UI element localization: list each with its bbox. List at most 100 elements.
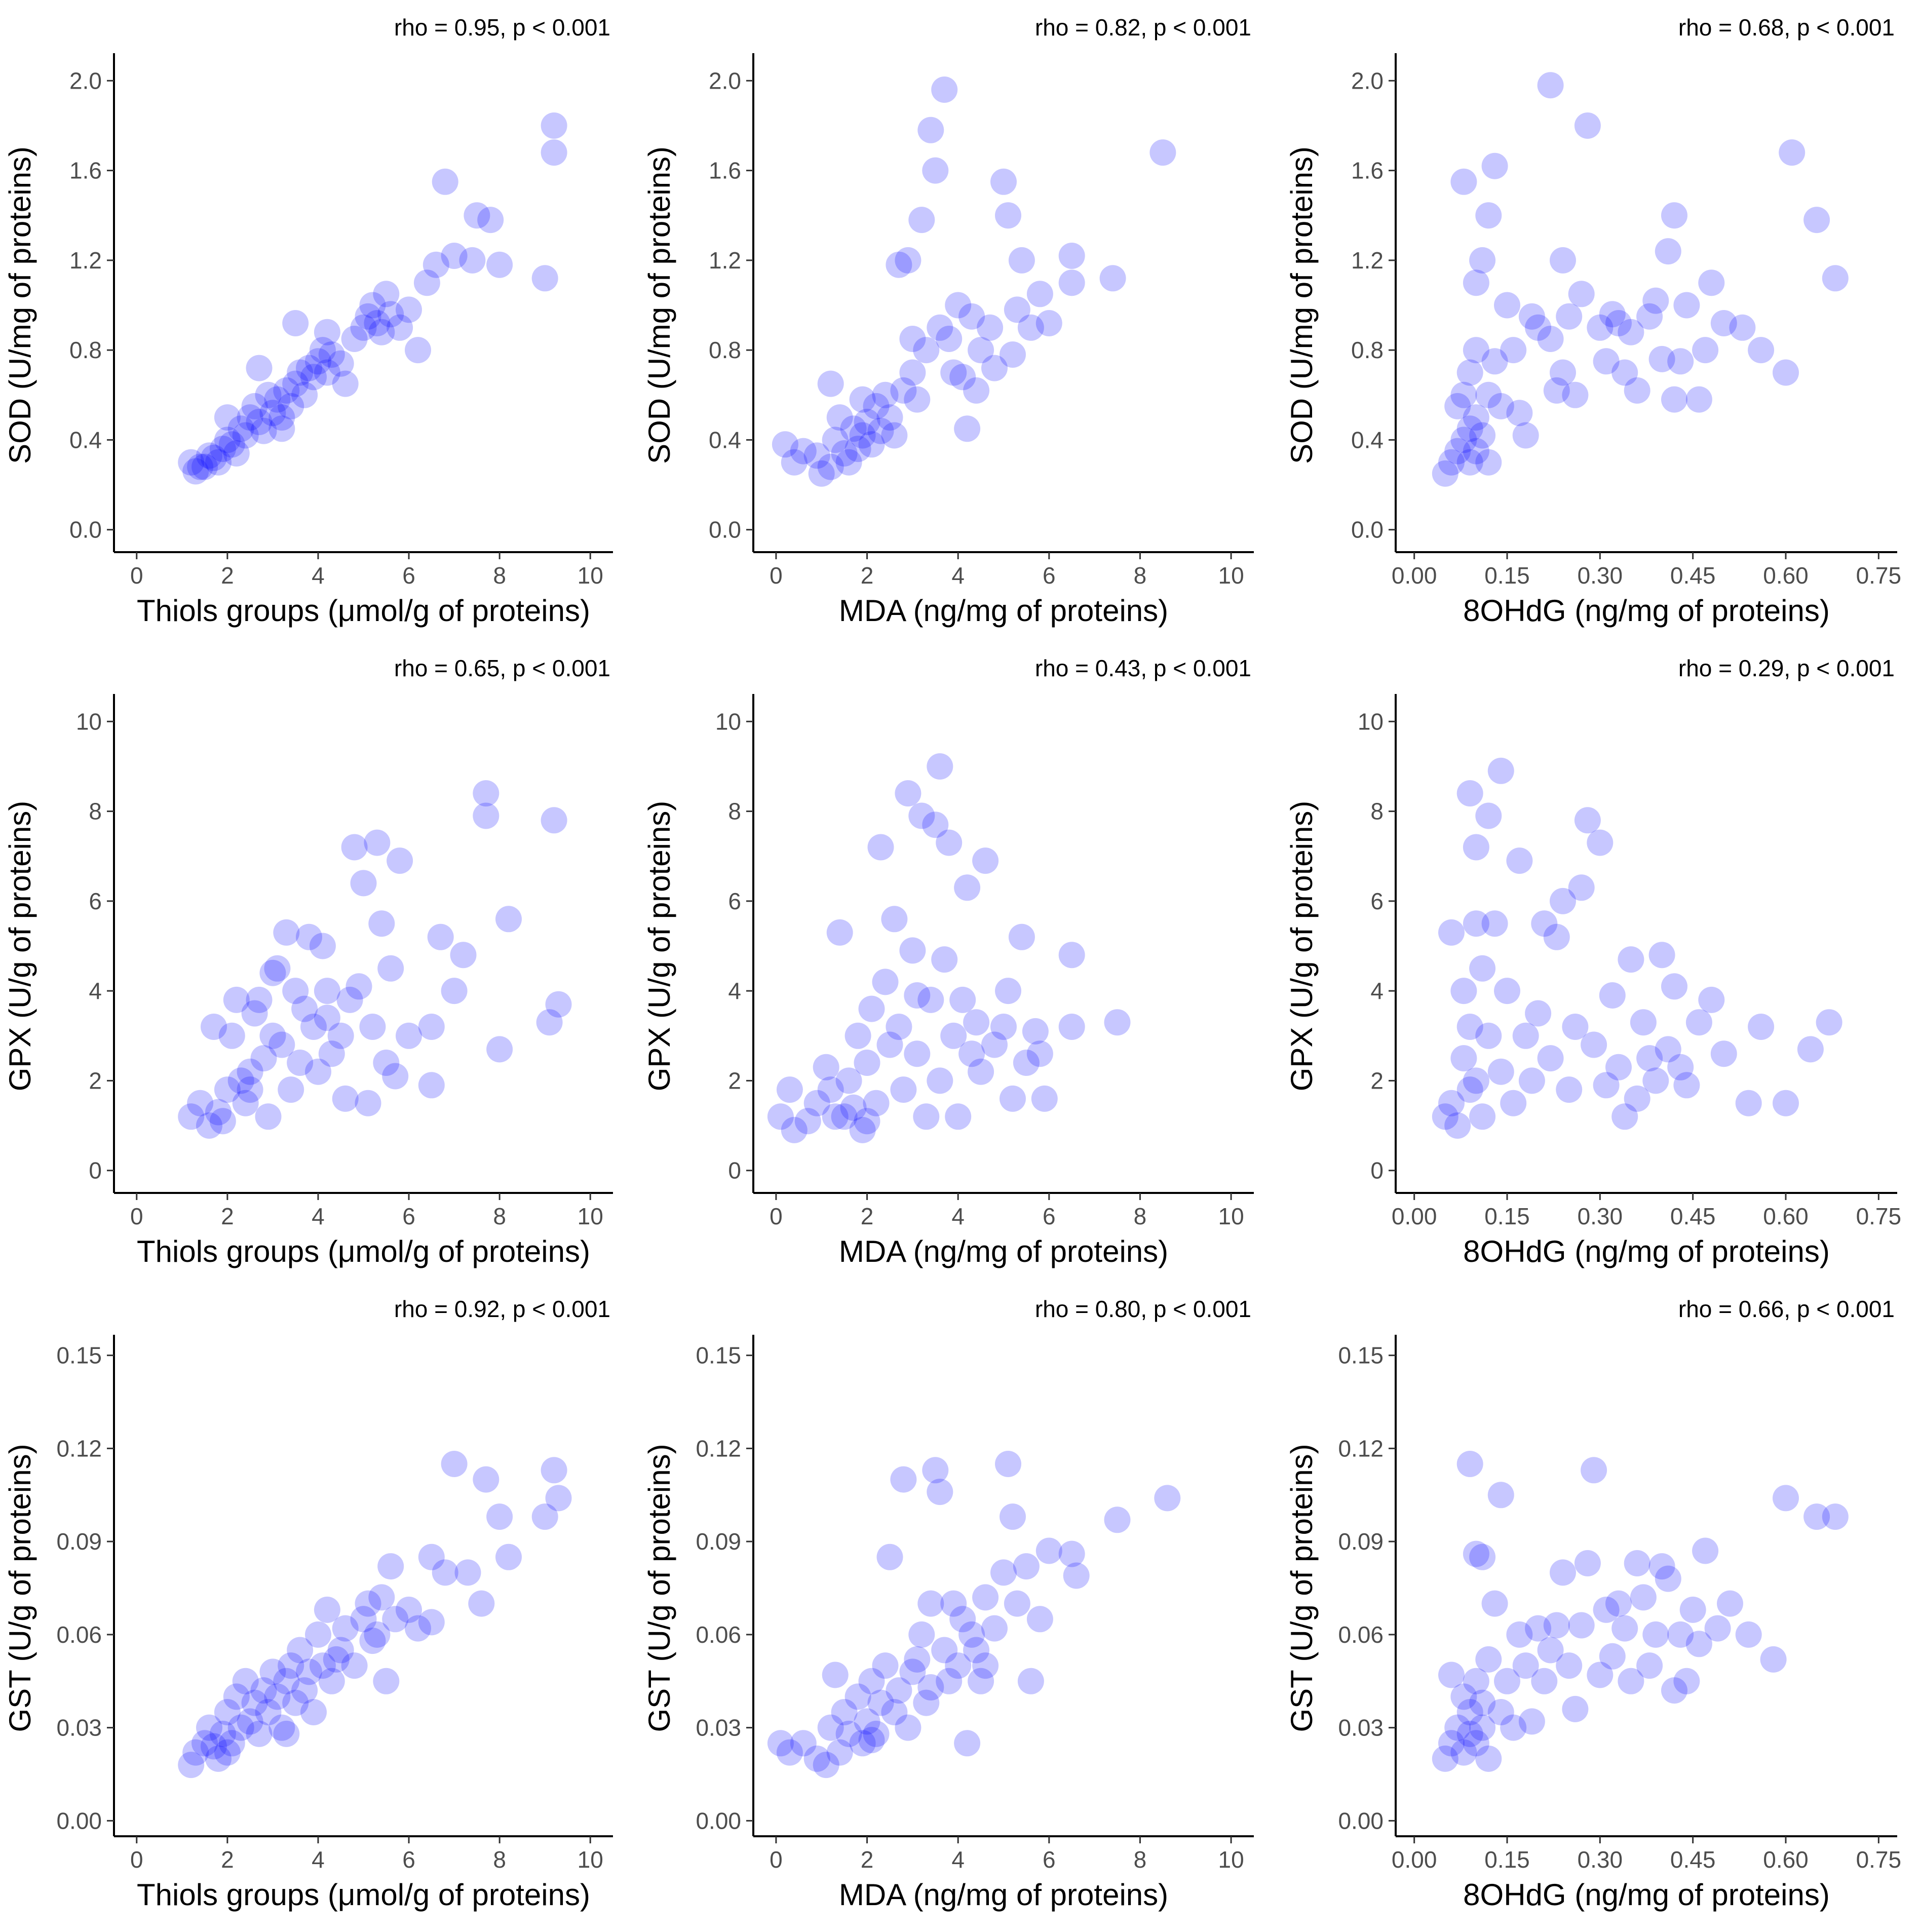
data-point (291, 995, 318, 1022)
data-point (1685, 1009, 1712, 1036)
data-point (468, 1590, 495, 1617)
data-point (886, 251, 912, 278)
data-point (790, 438, 817, 465)
panel-gst-8ohdg: 0.00 0.15 0.30 0.45 0.60 0.75 0.00 0.03 0.06 0.09… (1285, 1296, 1901, 1912)
x-tick-label: 0.75 (1856, 1846, 1902, 1873)
data-point (803, 1745, 830, 1772)
scatter-points (767, 1451, 1181, 1779)
data-point (264, 1683, 291, 1710)
data-point (1685, 1631, 1712, 1657)
data-point (1481, 910, 1508, 937)
data-point (1475, 1745, 1502, 1772)
data-point (1450, 1739, 1477, 1766)
data-point (1605, 310, 1632, 336)
data-point (1475, 802, 1502, 829)
data-point (881, 422, 908, 449)
data-point (1581, 1457, 1607, 1484)
data-point (187, 1090, 214, 1116)
data-point (1679, 1596, 1706, 1623)
data-point (867, 417, 894, 444)
data-point (214, 404, 241, 431)
y-axis-title: GPX (U/g of proteins) (642, 801, 676, 1092)
data-point (318, 1040, 345, 1067)
data-point (341, 1652, 368, 1679)
data-point (890, 1076, 917, 1103)
data-point (1008, 923, 1035, 950)
data-point (214, 1699, 241, 1725)
x-tick-label: 4 (951, 1203, 965, 1229)
data-point (904, 1040, 931, 1067)
x-tick-label: 2 (221, 562, 234, 589)
data-point (364, 829, 391, 856)
x-tick-label: 8 (493, 1203, 506, 1229)
data-point (977, 314, 1004, 341)
data-point (1450, 381, 1477, 408)
data-point (1463, 1540, 1489, 1567)
data-point (972, 1652, 999, 1679)
data-point (1574, 807, 1601, 834)
data-point (849, 386, 876, 413)
y-tick-label: 0.15 (696, 1342, 741, 1369)
data-point (1642, 1621, 1669, 1648)
data-point (840, 415, 867, 442)
x-tick-label: 2 (861, 1203, 874, 1229)
data-point (1667, 1054, 1694, 1080)
x-tick-label: 10 (1218, 562, 1244, 589)
data-point (1593, 1596, 1620, 1623)
data-point (1438, 1661, 1465, 1688)
data-point (450, 942, 477, 969)
data-point (196, 1714, 222, 1741)
x-tick-label: 0.00 (1392, 562, 1437, 589)
data-point (296, 355, 322, 381)
data-point (1543, 377, 1570, 404)
x-axis-title: Thiols groups (μmol/g of proteins) (137, 1234, 590, 1268)
data-point (1587, 829, 1614, 856)
data-point (237, 1076, 263, 1103)
data-point (1469, 1103, 1496, 1130)
data-point (1587, 1661, 1614, 1688)
data-point (972, 847, 999, 874)
data-point (858, 1668, 885, 1694)
scatter-points (1432, 757, 1842, 1139)
data-point (931, 1637, 958, 1664)
data-point (1636, 303, 1663, 330)
data-point (209, 436, 236, 462)
x-tick-label: 0 (130, 1203, 143, 1229)
data-point (300, 1014, 327, 1040)
data-point (268, 1031, 295, 1058)
data-point (931, 946, 958, 973)
y-tick-label: 2.0 (1351, 67, 1384, 94)
data-point (904, 1646, 931, 1673)
y-tick-label: 0.12 (56, 1435, 102, 1461)
data-point (541, 1457, 567, 1484)
data-point (908, 802, 935, 829)
data-point (405, 1615, 431, 1642)
data-point (1550, 887, 1576, 914)
scatter-points (178, 112, 567, 485)
data-point (1822, 265, 1849, 292)
scatter-points (767, 753, 1131, 1143)
data-point (1648, 1553, 1675, 1580)
x-tick-label: 0.45 (1670, 562, 1716, 589)
data-point (205, 1745, 232, 1772)
data-point (1456, 1076, 1483, 1103)
data-point (246, 1720, 273, 1747)
data-point (949, 986, 976, 1013)
data-point (872, 1652, 899, 1679)
data-point (1463, 337, 1489, 364)
data-point (776, 1739, 803, 1766)
data-point (459, 247, 486, 274)
x-tick-label: 10 (1218, 1203, 1244, 1229)
data-point (368, 910, 395, 937)
panel-sod-8ohdg: 0.00 0.15 0.30 0.45 0.60 0.75 0.0 0.4 0.8 1.2 1.6 2… (1285, 14, 1901, 628)
data-point (314, 359, 340, 386)
data-point (954, 415, 981, 442)
x-tick-label: 0.45 (1670, 1846, 1716, 1873)
y-tick-label: 1.2 (1351, 247, 1384, 274)
data-point (1568, 874, 1595, 901)
data-point (1550, 247, 1576, 274)
x-tick-label: 0 (770, 1846, 783, 1873)
data-point (1058, 269, 1085, 296)
data-point (1525, 1000, 1552, 1027)
x-tick-label: 0.30 (1578, 1846, 1623, 1873)
